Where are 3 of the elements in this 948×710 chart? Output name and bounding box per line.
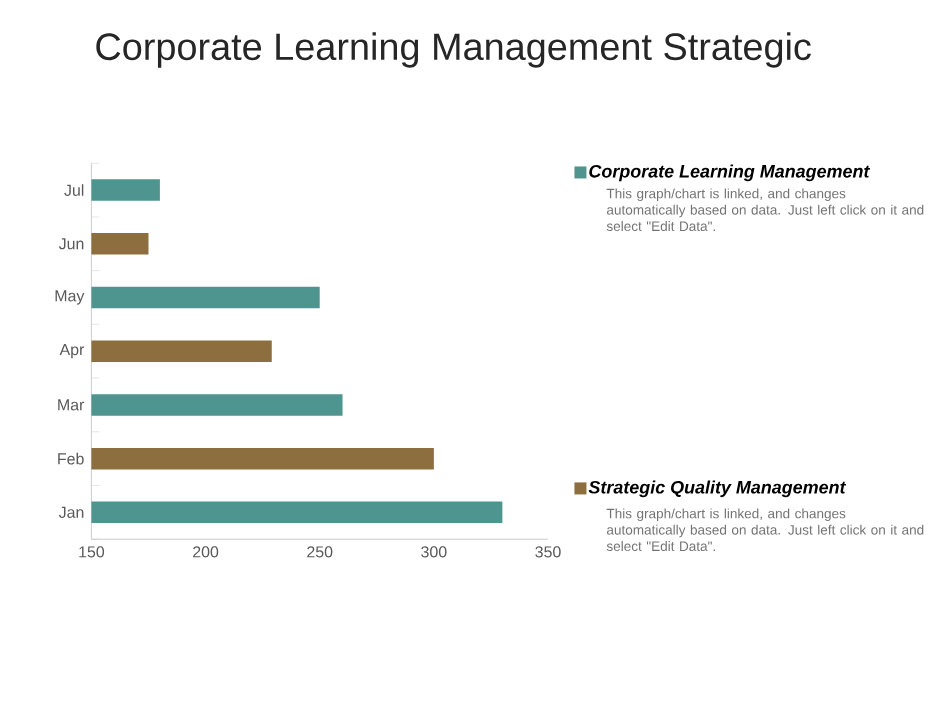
legend-label: Corporate Learning Management — [589, 164, 871, 182]
chart-title: Corporate Learning Management Strategic — [96, 32, 811, 68]
legend-label: Strategic Quality Management — [588, 480, 847, 498]
